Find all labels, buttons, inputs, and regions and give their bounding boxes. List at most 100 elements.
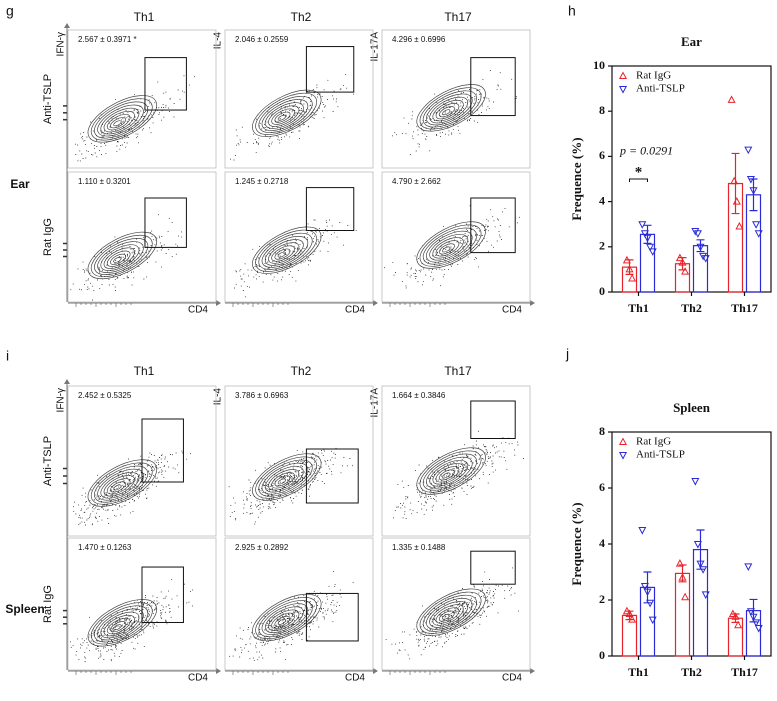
contour (438, 106, 455, 118)
bar (674, 572, 691, 657)
contour (106, 250, 131, 267)
contour (422, 594, 477, 632)
row-label: Rat IgG (42, 585, 54, 623)
contour (268, 609, 300, 631)
gate-stat: 2.046 ± 0.2559 (235, 35, 289, 44)
event-dots (385, 567, 519, 660)
contour (90, 234, 153, 278)
data-point (744, 146, 753, 155)
data-point (701, 255, 710, 263)
data-point (746, 176, 755, 184)
data-point (701, 591, 710, 599)
x-axis-label: CD4 (502, 673, 522, 684)
contour (438, 243, 455, 255)
panel-letter: h (568, 3, 576, 19)
data-point (699, 566, 708, 574)
contour (103, 475, 135, 497)
event-dots (70, 579, 194, 662)
contour (432, 237, 464, 259)
data-point (732, 197, 741, 205)
contour (252, 89, 322, 138)
contour (106, 617, 131, 635)
contour (422, 227, 477, 265)
plot-frame (67, 385, 217, 537)
gate (305, 448, 359, 504)
data-point (622, 606, 631, 615)
column-title: Th17 (444, 10, 472, 24)
contour (264, 606, 304, 634)
contour (432, 463, 464, 485)
contour (87, 459, 158, 507)
data-point (648, 248, 657, 256)
significance-bracket (629, 178, 648, 182)
data-point (622, 255, 631, 264)
contour (97, 468, 144, 501)
contour (438, 610, 455, 622)
plot-frame (224, 29, 374, 169)
data-point (727, 95, 736, 103)
contour (255, 456, 318, 499)
contour (252, 593, 322, 642)
contour (87, 599, 158, 647)
y-axis-label: IL-4 (213, 388, 224, 406)
data-point (640, 230, 649, 238)
event-dots (229, 571, 354, 661)
contour (258, 459, 313, 497)
contour (87, 231, 158, 280)
contour (103, 614, 135, 637)
gate-stat: 3.786 ± 0.6963 (235, 391, 289, 400)
x-axis-arrow (530, 300, 535, 306)
contour (110, 253, 127, 265)
data-point (749, 613, 758, 622)
y-tick-label: 0 (599, 648, 605, 662)
legend-marker (618, 86, 628, 94)
contour (268, 469, 300, 491)
gate-stat: 1.664 ± 0.3846 (392, 391, 446, 400)
plot-frame (224, 171, 374, 303)
tissue-label: Spleen (5, 602, 44, 616)
x-axis-label: CD4 (345, 305, 365, 316)
contour (113, 256, 122, 263)
y-tick-label: 8 (599, 103, 605, 117)
legend-marker (618, 71, 628, 79)
contour (416, 447, 486, 495)
row-label: Anti-TSLP (42, 74, 54, 124)
data-point (681, 267, 690, 275)
plot-frame (381, 171, 531, 303)
plot-frame (224, 385, 374, 537)
contour (90, 462, 153, 505)
contour (429, 459, 469, 487)
data-point (734, 620, 743, 629)
y-axis-label: IFN-γ (56, 32, 67, 56)
contour (252, 226, 322, 274)
y-axis-title: Frequence (%) (569, 137, 584, 220)
column-title: Th1 (134, 364, 155, 378)
contour (271, 108, 295, 125)
contour (264, 239, 304, 266)
data-point (691, 227, 700, 236)
contour (94, 605, 149, 643)
gate-stat: 2.925 ± 0.2892 (235, 543, 289, 552)
plot-frame (67, 171, 217, 303)
contour (274, 475, 291, 487)
error-bar (643, 571, 652, 604)
bar (727, 617, 744, 657)
legend-label: Rat IgG (636, 436, 671, 448)
contour (110, 117, 127, 129)
y-tick-label: 2 (599, 592, 605, 606)
contour (442, 109, 451, 116)
panel-letter: i (6, 348, 9, 364)
data-point (643, 234, 652, 243)
data-point (744, 563, 753, 571)
contour (442, 246, 451, 253)
gate (305, 46, 355, 93)
gate-stat: 2.452 ± 0.5325 (78, 391, 132, 400)
contour (429, 233, 469, 261)
x-axis-arrow (373, 300, 378, 306)
plot-frame (67, 537, 217, 671)
data-point (638, 221, 647, 229)
contour (100, 611, 140, 639)
data-point (735, 221, 744, 230)
contour (426, 598, 473, 630)
x-tick-label: Th17 (731, 665, 758, 679)
